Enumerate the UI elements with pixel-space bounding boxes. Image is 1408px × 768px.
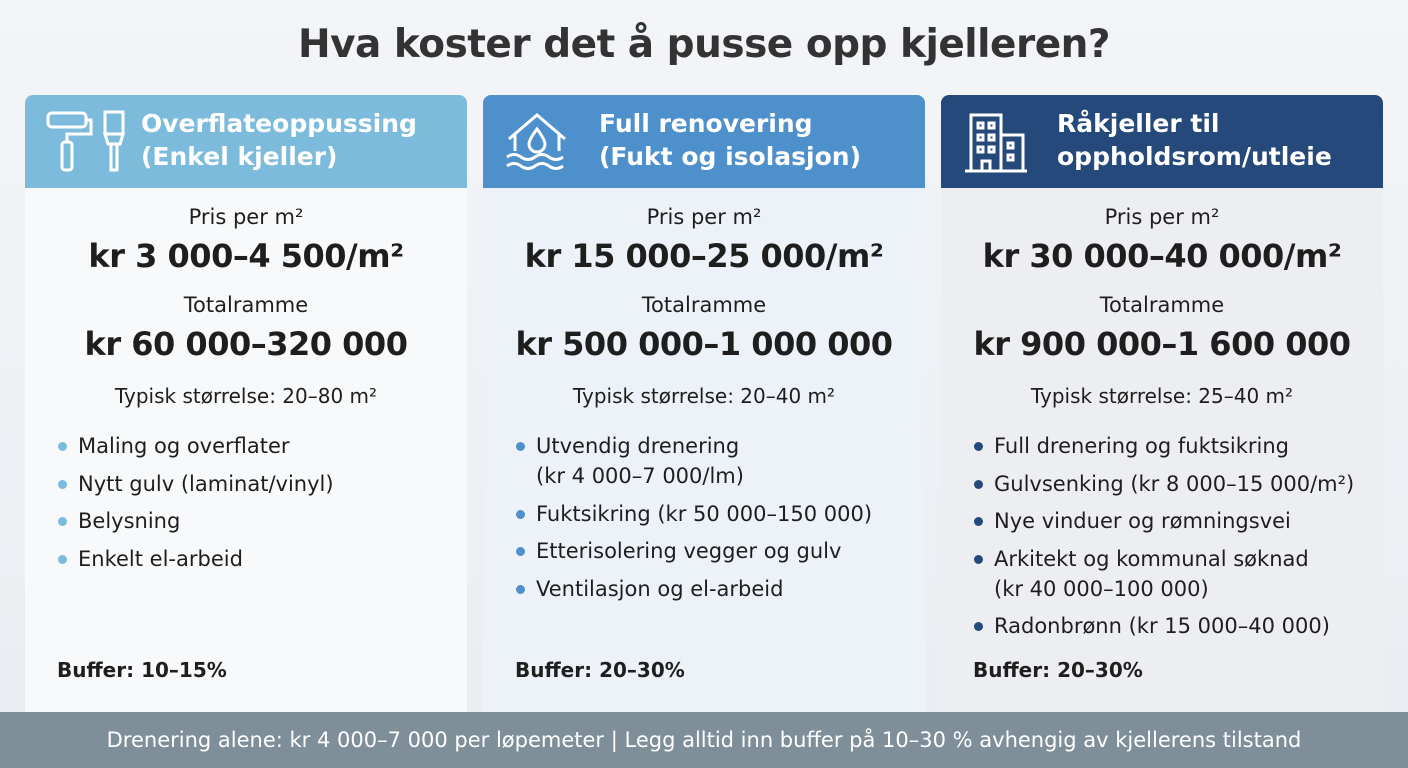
bullet-line: Etterisolering vegger og gulv xyxy=(536,539,842,563)
price: kr 15 000–25 000/m² xyxy=(524,237,884,275)
bullet-line: Arkitekt og kommunal søknad xyxy=(994,546,1309,571)
buffer: Buffer: 20–30% xyxy=(515,658,685,682)
card: Råkjeller til oppholdsrom/utleie Pris per … xyxy=(941,95,1383,712)
bullet-item: Belysning xyxy=(25,506,467,536)
building-icon xyxy=(965,113,1027,173)
card-title: Overflateoppussing (Enkel kjeller) xyxy=(141,107,417,173)
bullet-list: Maling og overflater Nytt gulv (laminat/v… xyxy=(25,431,467,581)
total: kr 500 000–1 000 000 xyxy=(515,325,893,363)
price-label: Pris per m² xyxy=(188,205,304,229)
card: Overflateoppussing (Enkel kjeller) Pris pe… xyxy=(25,95,467,712)
bullet-line: Utvendig drenering xyxy=(536,434,740,458)
card-title-line: Råkjeller til xyxy=(1057,109,1220,138)
price: kr 30 000–40 000/m² xyxy=(982,237,1342,275)
card-title-line: Full renovering xyxy=(599,109,813,138)
bullet-item: Utvendig drenering (kr 4 000–7 000/lm) xyxy=(483,431,925,491)
buffer: Buffer: 20–30% xyxy=(973,658,1143,682)
card-title: Råkjeller til oppholdsrom/utleie xyxy=(1057,107,1332,173)
house-water-icon xyxy=(506,113,566,170)
bullet-line: Enkelt el-arbeid xyxy=(78,546,243,571)
total-label: Totalramme xyxy=(183,293,309,317)
typical-size: Typisk størrelse: 20–80 m² xyxy=(114,384,378,408)
card-header: Overflateoppussing (Enkel kjeller) xyxy=(25,95,467,188)
bullet-item: Full drenering og fuktsikring xyxy=(941,431,1383,461)
bullet-item: Maling og overflater xyxy=(25,431,467,461)
card-title-line: (Enkel kjeller) xyxy=(141,142,338,171)
page-title: Hva koster det å pusse opp kjelleren? xyxy=(297,22,1111,67)
bullet-line: Maling og overflater xyxy=(78,434,290,458)
bullet-item: Radonbrønn (kr 15 000–40 000) xyxy=(941,611,1383,641)
card-header: Full renovering (Fukt og isolasjon) xyxy=(483,95,925,188)
bullet-line: Gulvsenking (kr 8 000–15 000/m²) xyxy=(994,471,1355,496)
typical-size: Typisk størrelse: 25–40 m² xyxy=(1030,384,1294,408)
bullet-list: Utvendig drenering (kr 4 000–7 000/lm) Fuk… xyxy=(483,431,925,611)
bullet-item: Gulvsenking (kr 8 000–15 000/m²) xyxy=(941,469,1383,499)
bullet-item: Fuktsikring (kr 50 000–150 000) xyxy=(483,499,925,529)
bullet-line: Ventilasjon og el-arbeid xyxy=(536,576,784,601)
bullet-item: Etterisolering vegger og gulv xyxy=(483,536,925,566)
total: kr 60 000–320 000 xyxy=(84,325,408,363)
total: kr 900 000–1 600 000 xyxy=(973,325,1351,363)
bullet-line: Nytt gulv (laminat/vinyl) xyxy=(78,471,334,496)
total-label: Totalramme xyxy=(641,293,767,317)
card-title: Full renovering (Fukt og isolasjon) xyxy=(599,107,861,173)
buffer: Buffer: 10–15% xyxy=(57,658,227,682)
bullet-item: Ventilasjon og el-arbeid xyxy=(483,574,925,604)
bullet-line: (kr 4 000–7 000/lm) xyxy=(536,464,744,488)
bullet-item: Enkelt el-arbeid xyxy=(25,544,467,574)
card: Full renovering (Fukt og isolasjon) Pris p… xyxy=(483,95,925,712)
card-title-line: Overflateoppussing xyxy=(141,109,417,138)
bullet-line: Full drenering og fuktsikring xyxy=(994,434,1290,458)
bullet-item: Arkitekt og kommunal søknad (kr 40 000–10… xyxy=(941,544,1383,604)
bullet-item: Nye vinduer og rømningsvei xyxy=(941,506,1383,536)
bullet-line: Fuktsikring (kr 50 000–150 000) xyxy=(536,501,873,526)
price: kr 3 000–4 500/m² xyxy=(88,237,404,275)
bullet-line: Nye vinduer og rømningsvei xyxy=(994,509,1291,533)
price-label: Pris per m² xyxy=(646,205,762,229)
bullet-line: Radonbrønn (kr 15 000–40 000) xyxy=(994,614,1330,638)
bullet-line: Belysning xyxy=(78,509,181,533)
bullet-line: (kr 40 000–100 000) xyxy=(994,576,1209,601)
total-label: Totalramme xyxy=(1099,293,1225,317)
card-header: Råkjeller til oppholdsrom/utleie xyxy=(941,95,1383,188)
card-title-line: (Fukt og isolasjon) xyxy=(599,142,862,171)
bullet-list: Full drenering og fuktsikring Gulvsenking… xyxy=(941,431,1383,649)
roller-icon xyxy=(46,110,126,172)
typical-size: Typisk størrelse: 20–40 m² xyxy=(572,384,836,408)
footer: Drenering alene: kr 4 000–7 000 per løpe… xyxy=(0,712,1408,768)
price-label: Pris per m² xyxy=(1104,205,1220,229)
card-title-line: oppholdsrom/utleie xyxy=(1057,142,1332,171)
bullet-item: Nytt gulv (laminat/vinyl) xyxy=(25,469,467,499)
